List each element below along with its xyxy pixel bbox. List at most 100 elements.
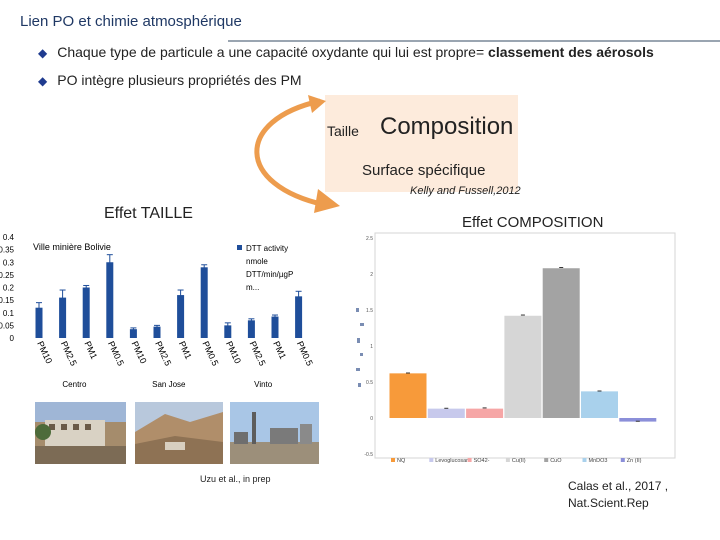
y-tick-label: 0 <box>10 334 15 343</box>
error-bar <box>248 318 255 323</box>
y-axis-label-fragments <box>356 308 364 387</box>
x-tick-label: SO42- <box>474 458 490 464</box>
x-tick-label: PM0.5 <box>106 340 126 368</box>
x-tick-label: PM2.5 <box>59 340 79 368</box>
error-bar <box>272 314 278 319</box>
data-bar <box>200 267 208 338</box>
legend-line: nmole <box>246 257 268 266</box>
x-tick-label: CuO <box>550 458 562 464</box>
legend-swatch <box>505 458 510 462</box>
x-tick-label: PM2.5 <box>248 340 268 368</box>
error-bar <box>224 322 231 329</box>
size-effect-chart: 0.40.350.30.250.20.150.10.050 PM10 PM2.5 P… <box>0 233 315 389</box>
kelly-reference: Kelly and Fussell,2012 <box>410 185 521 197</box>
data-bar <box>619 418 657 422</box>
data-bar <box>542 268 580 418</box>
x-tick-label: PM2.5 <box>153 340 173 368</box>
calas-line-1: Calas et al., 2017 , <box>568 479 669 493</box>
taille-label: Taille <box>327 123 359 139</box>
data-bar <box>224 325 232 338</box>
y-tick-label: 0.2 <box>3 284 15 293</box>
curved-arrow-icon <box>254 95 340 213</box>
error-bar <box>201 264 208 271</box>
error-bar <box>83 284 90 291</box>
x-tick-label: PM1 <box>177 340 194 361</box>
legend-swatch <box>582 458 587 462</box>
y-tick-label: 0.35 <box>0 246 15 255</box>
calas-line-2: Nat.Scient.Rep <box>568 496 649 510</box>
group-label: San Jose <box>152 380 186 389</box>
diamond-bullet-icon: ◆ <box>38 74 48 88</box>
photo-vinto-smelter <box>230 402 319 464</box>
uzu-reference: Uzu et al., in prep <box>200 474 271 484</box>
y-tick-label: 0.25 <box>0 271 15 280</box>
data-bar <box>106 262 114 338</box>
slide-title: Lien PO et chimie atmosphérique <box>20 13 242 30</box>
photo-centro-town <box>35 402 126 464</box>
data-bar <box>504 315 542 418</box>
legend-swatch <box>237 245 242 250</box>
error-bar <box>106 254 113 271</box>
y-tick-label: 0.3 <box>3 258 15 267</box>
x-tick-label: PM10 <box>224 340 243 366</box>
y-tick-label: 2 <box>370 272 373 278</box>
data-bar <box>177 295 185 338</box>
legend-line: DTT/min/µgP <box>246 270 293 279</box>
x-tick-label: NQ <box>397 458 406 464</box>
data-bar <box>129 329 137 338</box>
data-bar <box>35 307 43 338</box>
error-bar <box>177 289 184 301</box>
x-tick-label: PM0.5 <box>295 340 315 368</box>
data-bar <box>466 408 504 418</box>
legend-swatch <box>467 458 472 462</box>
bullet-1: ◆ Chaque type de particule a une capacité… <box>38 44 654 60</box>
y-tick-label: 0 <box>370 416 373 422</box>
y-tick-label: 0.5 <box>366 380 373 386</box>
data-bar <box>295 296 303 338</box>
bullet-1-text: Chaque type de particule a une capacité … <box>57 44 489 60</box>
bullet-1-bold: classement des aérosols <box>488 44 654 60</box>
composition-box <box>325 95 518 192</box>
calas-reference: Calas et al., 2017 , Nat.Scient.Rep <box>568 478 668 512</box>
legend-line: DTT activity <box>246 244 288 253</box>
x-tick-label: PM1 <box>82 340 99 361</box>
x-tick-label: Cu(II) <box>512 458 526 464</box>
effet-taille-heading: Effet TAILLE <box>104 205 193 222</box>
x-tick-label: MnDO3 <box>589 458 608 464</box>
error-bar <box>130 327 137 331</box>
data-bar <box>59 297 67 338</box>
data-bar <box>271 316 279 338</box>
photo-san-jose-mine <box>135 402 223 464</box>
data-bar <box>581 391 618 418</box>
surface-label: Surface spécifique <box>362 162 486 179</box>
effet-composition-heading: Effet COMPOSITION <box>462 214 604 231</box>
bullet-2-text: PO intègre plusieurs propriétés des PM <box>57 72 302 88</box>
bullet-2: ◆ PO intègre plusieurs propriétés des PM <box>38 72 302 88</box>
x-tick-label: PM1 <box>271 340 288 361</box>
data-bar <box>389 373 427 418</box>
y-tick-label: 0.05 <box>0 321 15 330</box>
legend-swatch <box>544 458 549 462</box>
legend-swatch <box>620 458 625 462</box>
error-bar <box>154 324 160 329</box>
data-bar <box>82 287 90 338</box>
x-tick-label: Zn (II) <box>627 458 642 464</box>
composition-label: Composition <box>380 113 514 140</box>
error-bar <box>36 302 42 314</box>
group-label: Centro <box>62 380 87 389</box>
y-tick-label: 1 <box>370 344 373 350</box>
y-tick-label: 2.5 <box>366 236 373 242</box>
legend-line: m... <box>246 283 259 292</box>
x-tick-label: Levoglucosan <box>435 458 469 464</box>
y-tick-label: 0.1 <box>3 309 15 318</box>
group-label: Vinto <box>254 380 273 389</box>
data-bar <box>153 326 161 338</box>
x-tick-label: PM10 <box>130 340 149 366</box>
data-bar <box>247 320 255 338</box>
y-tick-label: 0.4 <box>3 233 15 242</box>
diamond-bullet-icon: ◆ <box>38 46 48 60</box>
x-tick-label: PM0.5 <box>200 340 220 368</box>
title-divider <box>228 40 720 42</box>
y-tick-label: -0.5 <box>364 452 373 458</box>
legend-swatch <box>391 458 395 462</box>
